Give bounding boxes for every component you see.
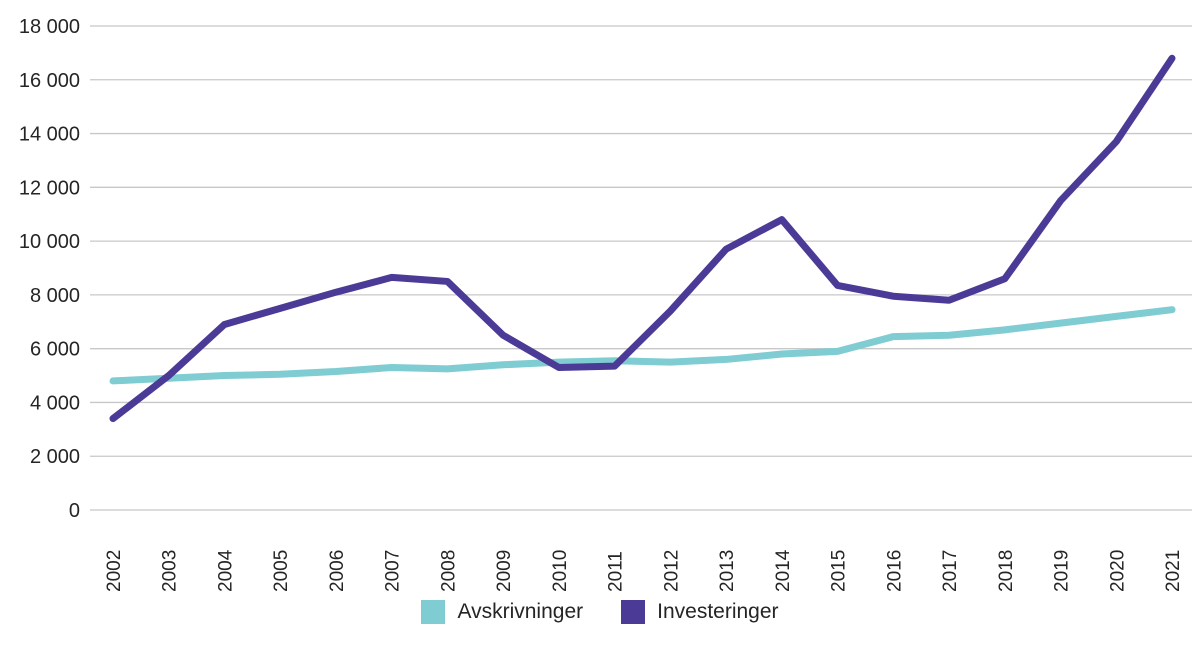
x-axis-tick-label: 2011: [606, 551, 627, 592]
x-axis-tick-label: 2019: [1052, 550, 1073, 592]
series-line-avskrivninger: [109, 306, 1176, 385]
y-axis-tick-label: 0: [69, 500, 80, 522]
legend-label-investeringer: Investeringer: [657, 600, 779, 623]
y-axis-tick-label: 8 000: [30, 285, 80, 307]
x-axis-tick-label: 2009: [494, 550, 515, 592]
legend: Avskrivninger Investeringer: [0, 600, 1200, 624]
y-axis-tick-label: 6 000: [30, 339, 80, 361]
x-axis-tick-label: 2007: [383, 550, 404, 592]
x-axis-tick-label: 2006: [327, 550, 348, 592]
x-axis-tick-label: 2015: [829, 550, 850, 592]
y-axis-tick-label: 14 000: [19, 124, 80, 146]
legend-item-investeringer: Investeringer: [621, 600, 779, 624]
x-axis-tick-label: 2016: [884, 550, 905, 592]
series-line-investeringer: [109, 54, 1176, 423]
x-axis-tick-label: 2017: [940, 550, 961, 592]
x-axis-tick-label: 2014: [773, 549, 794, 592]
y-axis-tick-label: 18 000: [19, 16, 80, 38]
x-axis-tick-label: 2008: [438, 550, 459, 592]
y-axis-tick-label: 16 000: [19, 70, 80, 92]
y-axis-tick-label: 4 000: [30, 392, 80, 414]
x-axis-tick-label: 2012: [661, 550, 682, 592]
y-axis-tick-label: 12 000: [19, 177, 80, 199]
legend-swatch-investeringer: [621, 600, 646, 624]
legend-swatch-avskrivninger: [421, 600, 446, 624]
y-axis-tick-label: 2 000: [30, 446, 80, 468]
x-axis-tick-label: 2020: [1107, 550, 1128, 592]
x-axis-tick-label: 2013: [717, 550, 738, 592]
x-axis-tick-label: 2021: [1163, 550, 1184, 592]
x-axis-tick-label: 2004: [215, 549, 236, 592]
x-axis-tick-label: 2003: [160, 550, 181, 592]
x-axis-tick-label: 2010: [550, 550, 571, 592]
x-axis-tick-label: 2005: [271, 550, 292, 592]
x-axis-tick-label: 2002: [104, 550, 125, 592]
x-axis-tick-label: 2018: [996, 550, 1017, 592]
legend-label-avskrivninger: Avskrivninger: [457, 600, 584, 623]
y-axis-tick-label: 10 000: [19, 231, 80, 253]
legend-item-avskrivninger: Avskrivninger: [421, 600, 583, 624]
